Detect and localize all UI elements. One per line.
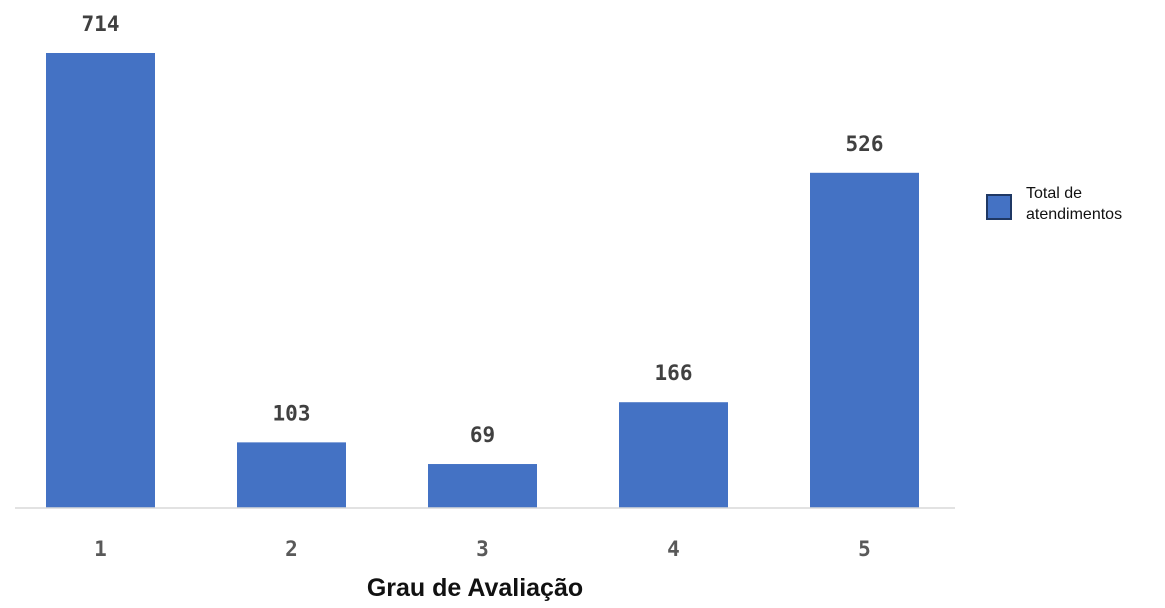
value-labels-group: 714 103 69 166 526 xyxy=(82,12,884,447)
x-tick-label-4: 4 xyxy=(667,537,680,561)
legend: Total de atendimentos xyxy=(986,183,1165,225)
x-tick-label-3: 3 xyxy=(476,537,489,561)
value-label-1: 714 xyxy=(82,12,120,36)
x-tick-label-5: 5 xyxy=(858,537,871,561)
bar-4 xyxy=(619,402,728,508)
value-label-2: 103 xyxy=(273,401,311,425)
bar-5 xyxy=(810,172,919,508)
x-axis-title: Grau de Avaliação xyxy=(366,574,584,602)
value-label-4: 166 xyxy=(655,361,693,385)
bar-2 xyxy=(237,442,346,508)
legend-swatch xyxy=(986,194,1012,220)
x-tick-label-1: 1 xyxy=(94,537,107,561)
x-tick-labels-group: 1 2 3 4 5 xyxy=(94,537,871,561)
legend-label: Total de atendimentos xyxy=(1026,183,1165,225)
x-tick-label-2: 2 xyxy=(285,537,298,561)
value-label-3: 69 xyxy=(470,423,495,447)
legend-label-line-2: atendimentos xyxy=(1026,206,1123,223)
bar-3 xyxy=(428,464,537,508)
bar-1 xyxy=(46,53,155,508)
bars-group xyxy=(46,53,919,508)
value-label-5: 526 xyxy=(846,132,884,156)
legend-label-line-1: Total de xyxy=(1026,185,1083,202)
